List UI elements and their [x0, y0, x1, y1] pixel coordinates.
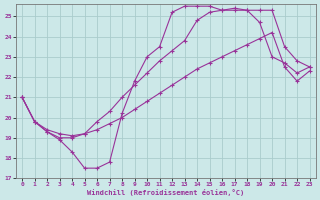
X-axis label: Windchill (Refroidissement éolien,°C): Windchill (Refroidissement éolien,°C) — [87, 189, 244, 196]
